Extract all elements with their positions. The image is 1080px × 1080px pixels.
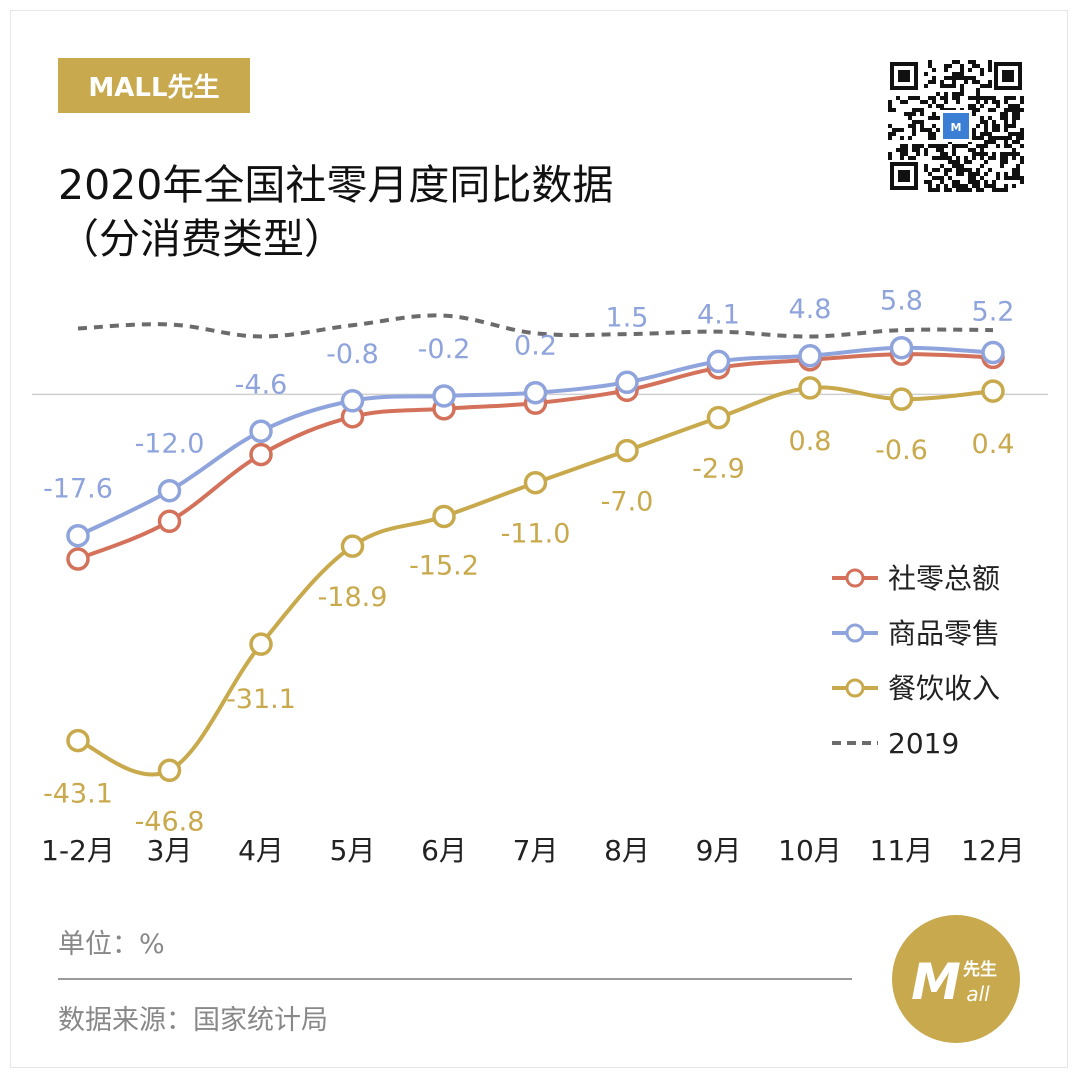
x-tick-label-3: 5月 bbox=[330, 834, 376, 867]
point-goods-retail-6 bbox=[615, 370, 639, 395]
x-tick-label-2: 4月 bbox=[238, 834, 284, 867]
x-tick-label-1: 3月 bbox=[147, 834, 193, 867]
data-label-catering-2: -31.1 bbox=[226, 684, 296, 715]
card-frame bbox=[10, 10, 1068, 1068]
data-label-goods-retail-10: 5.2 bbox=[972, 297, 1015, 328]
logo-suffix: all bbox=[966, 982, 990, 1006]
point-goods-retail-7 bbox=[706, 349, 731, 374]
legend-label-0: 社零总额 bbox=[888, 562, 1000, 595]
data-label-catering-8: 0.8 bbox=[789, 426, 832, 457]
data-label-goods-retail-4: -0.2 bbox=[418, 334, 471, 365]
data-label-goods-retail-5: 0.2 bbox=[514, 331, 557, 362]
unit-label: 单位：% bbox=[58, 929, 165, 960]
x-tick-label-6: 8月 bbox=[604, 834, 650, 867]
source-label: 数据来源：国家统计局 bbox=[58, 1005, 328, 1036]
chart-title-line1: 2020年全国社零月度同比数据 bbox=[58, 161, 614, 209]
series-line-goods-retail bbox=[77, 345, 994, 538]
x-tick-label-9: 11月 bbox=[870, 834, 934, 867]
point-goods-retail-0 bbox=[66, 523, 90, 548]
x-tick-label-10: 12月 bbox=[961, 834, 1025, 867]
legend-label-1: 商品零售 bbox=[888, 617, 1000, 650]
data-label-catering-6: -7.0 bbox=[601, 487, 654, 518]
point-catering-1 bbox=[157, 758, 182, 783]
data-label-goods-retail-7: 4.1 bbox=[697, 299, 740, 330]
x-tick-label-7: 9月 bbox=[696, 834, 742, 867]
data-label-goods-retail-3: -0.8 bbox=[326, 339, 379, 370]
chart-title-line2: （分消费类型） bbox=[58, 215, 345, 263]
legend-marker-2 bbox=[845, 678, 865, 698]
data-label-goods-retail-8: 4.8 bbox=[789, 294, 832, 325]
data-label-goods-retail-0: -17.6 bbox=[43, 474, 113, 505]
data-label-catering-3: -18.9 bbox=[318, 582, 388, 613]
data-label-catering-1: -46.8 bbox=[135, 806, 205, 837]
point-goods-retail-8 bbox=[798, 344, 822, 368]
footer-divider bbox=[58, 978, 852, 980]
point-retail-total-0 bbox=[66, 547, 90, 571]
x-tick-label-4: 6月 bbox=[421, 834, 467, 867]
point-retail-total-1 bbox=[157, 509, 182, 534]
data-label-catering-5: -11.0 bbox=[501, 519, 571, 550]
x-tick-label-0: 1-2月 bbox=[41, 834, 115, 867]
point-catering-4 bbox=[432, 504, 456, 529]
point-goods-retail-1 bbox=[157, 478, 182, 503]
point-catering-2 bbox=[249, 632, 273, 656]
point-goods-retail-4 bbox=[432, 384, 456, 408]
point-goods-retail-9 bbox=[889, 335, 914, 360]
point-goods-retail-2 bbox=[249, 419, 273, 444]
data-label-goods-retail-9: 5.8 bbox=[880, 286, 923, 317]
point-goods-retail-3 bbox=[340, 389, 365, 413]
point-catering-5 bbox=[523, 470, 548, 495]
chart-title: 2020年全国社零月度同比数据 （分消费类型） bbox=[58, 158, 613, 266]
logo-main: M bbox=[911, 953, 961, 1011]
point-retail-total-2 bbox=[249, 442, 273, 467]
legend-label-3: 2019 bbox=[888, 727, 959, 760]
legend-marker-0 bbox=[845, 568, 865, 588]
point-catering-0 bbox=[66, 728, 90, 753]
point-goods-retail-5 bbox=[523, 380, 548, 405]
mall-logo-icon: M 先生 all bbox=[892, 915, 1020, 1043]
x-tick-label-5: 7月 bbox=[513, 834, 559, 867]
data-label-goods-retail-1: -12.0 bbox=[135, 429, 205, 460]
data-label-catering-0: -43.1 bbox=[43, 779, 113, 810]
point-catering-3 bbox=[340, 534, 365, 558]
point-goods-retail-10 bbox=[981, 340, 1005, 365]
legend-marker-1 bbox=[845, 623, 865, 643]
brand-label: MALL先生 bbox=[88, 73, 220, 103]
brand-badge: MALL先生 bbox=[58, 58, 250, 113]
point-catering-9 bbox=[889, 387, 914, 411]
point-catering-6 bbox=[615, 438, 639, 463]
data-label-goods-retail-6: 1.5 bbox=[606, 302, 649, 333]
logo-tag: 先生 bbox=[963, 959, 997, 980]
data-label-catering-9: -0.6 bbox=[875, 435, 928, 466]
data-label-catering-4: -15.2 bbox=[409, 550, 479, 581]
legend-label-2: 餐饮收入 bbox=[888, 672, 1000, 705]
data-label-goods-retail-2: -4.6 bbox=[235, 369, 288, 400]
x-tick-label-8: 10月 bbox=[778, 834, 842, 867]
data-label-catering-10: 0.4 bbox=[972, 429, 1015, 460]
point-catering-8 bbox=[798, 376, 822, 400]
data-label-catering-7: -2.9 bbox=[692, 454, 745, 485]
qr-code-icon: M bbox=[888, 60, 1024, 192]
svg-text:M: M bbox=[951, 121, 962, 134]
series-line-catering bbox=[77, 385, 994, 777]
point-catering-10 bbox=[981, 379, 1005, 403]
point-catering-7 bbox=[706, 405, 731, 430]
